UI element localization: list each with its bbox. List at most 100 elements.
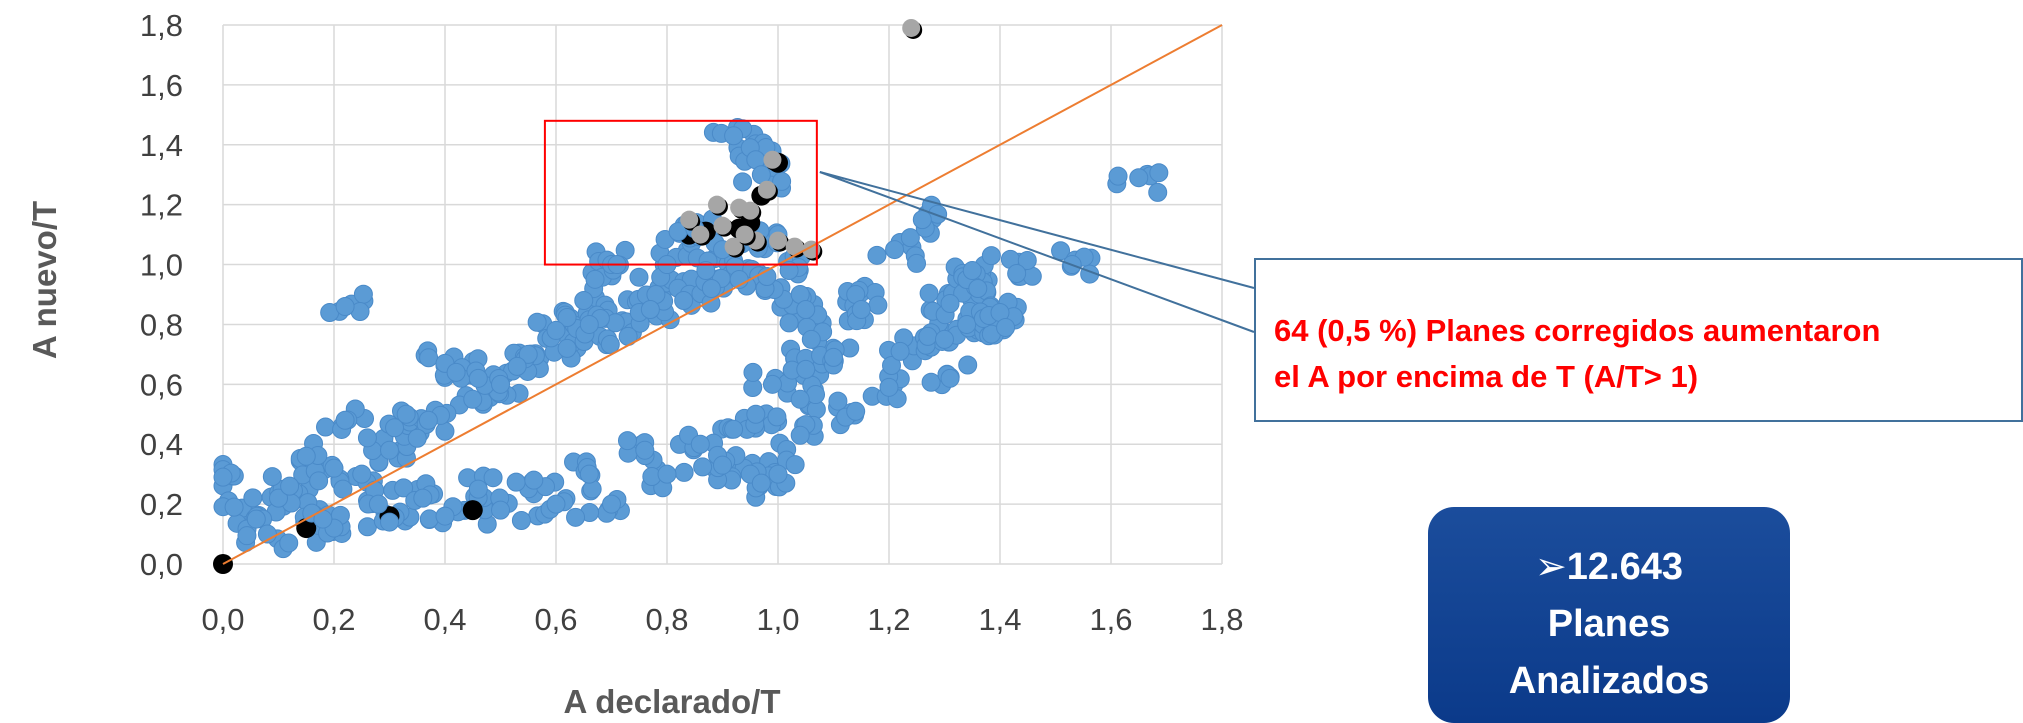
scatter-point: [796, 299, 816, 319]
scatter-point: [353, 284, 373, 304]
scatter-point: [617, 431, 637, 451]
scatter-point: [579, 464, 599, 484]
scatter-point: [790, 425, 810, 445]
y-tick-label: 0,6: [140, 367, 183, 402]
scatter-point: [779, 313, 799, 333]
scatter-point: [635, 440, 655, 460]
scatter-point: [768, 464, 788, 484]
scatter-point: [357, 428, 377, 448]
scatter-point: [935, 329, 954, 349]
scatter-point: [767, 407, 787, 427]
scatter-point: [335, 296, 355, 316]
y-tick-label: 1,4: [140, 128, 183, 163]
reference-line: [222, 24, 1223, 565]
scatter-point: [243, 488, 263, 508]
scatter-point: [640, 299, 660, 319]
scatter-point-corrected: [735, 225, 754, 244]
scatter-point: [1017, 250, 1037, 270]
scatter-point: [407, 428, 427, 448]
scatter-point-corrected: [691, 225, 710, 244]
x-tick-label: 0,4: [423, 602, 466, 637]
scatter-point: [357, 517, 377, 537]
scatter-point: [324, 458, 344, 478]
highlight-region: [543, 119, 818, 266]
y-tick-label: 0,2: [140, 487, 183, 522]
scatter-point-corrected: [707, 195, 726, 214]
scatter-point: [269, 488, 288, 508]
axis-ticks: 0,0 0,0 0,2 0,2 0,4 0,4 0,6 0,6 0,8 0,8 1,0 1,0 1,2 1…: [140, 8, 1244, 637]
scatter-point-corrected: [757, 180, 776, 199]
scatter-point: [981, 246, 1001, 266]
scatter-point: [566, 507, 586, 527]
plans-count: ➢12.643: [1534, 546, 1684, 588]
y-tick-label: 1,8: [140, 8, 183, 43]
callout-leader-line: [819, 171, 1255, 333]
scatter-point: [801, 329, 821, 349]
scatter-point: [690, 434, 710, 454]
scatter-point: [1149, 163, 1169, 183]
x-tick-label: 1,6: [1089, 602, 1132, 637]
x-tick-label: 1,2: [867, 602, 910, 637]
scatter-point-corrected: [680, 210, 699, 229]
scatter-point: [546, 320, 566, 340]
scatter-point: [316, 417, 336, 437]
scatter-point: [962, 261, 982, 281]
scatter-point: [446, 362, 466, 382]
scatter-point: [724, 419, 744, 439]
scatter-point: [796, 359, 816, 379]
scatter-point-outline: [462, 500, 483, 521]
scatter-point: [693, 457, 713, 477]
y-tick-label: 1,6: [140, 68, 183, 103]
y-tick-label: 0,4: [140, 427, 183, 462]
scatter-point: [380, 512, 399, 532]
scatter-point-outline: [296, 518, 317, 539]
scatter-point: [882, 356, 902, 376]
scatter-point: [724, 126, 744, 146]
scatter-point: [585, 269, 605, 289]
scatter-point: [352, 464, 372, 484]
scatter-point: [368, 494, 388, 514]
scatter-point: [1148, 182, 1168, 202]
scatter-point: [507, 356, 527, 376]
scatter-point: [867, 245, 887, 265]
scatter-point: [958, 355, 978, 375]
annotation-line-2: el A por encima de T (A/T> 1): [1274, 359, 1699, 394]
scatter-point: [435, 506, 455, 526]
scatter-point-corrected: [769, 231, 787, 250]
scatter-point: [940, 293, 960, 313]
y-tick-label: 1,2: [140, 188, 183, 223]
scatter-point: [1108, 166, 1128, 186]
data-points: [213, 18, 1169, 574]
scatter-point: [333, 479, 353, 499]
scatter-point: [419, 509, 439, 529]
y-tick-label: 0,8: [140, 307, 183, 342]
plans-label: Planes: [1547, 603, 1671, 645]
y-tick-label: 1,0: [140, 248, 183, 283]
scatter-point: [762, 374, 782, 394]
scatter-point: [279, 533, 299, 553]
scatter-point: [918, 326, 938, 346]
scatter-point: [394, 478, 414, 498]
scatter-point: [579, 314, 599, 334]
scatter-point: [733, 172, 753, 192]
y-tick-label: 0,0: [140, 547, 183, 582]
scatter-point: [524, 470, 544, 490]
plans-sublabel: Analizados: [1508, 660, 1710, 702]
scatter-point: [674, 462, 694, 482]
scatter-point: [418, 410, 438, 430]
scatter-point: [846, 401, 866, 421]
scatter-point: [435, 421, 455, 441]
scatter-point: [335, 410, 355, 430]
scatter-point: [574, 290, 594, 310]
scatter-point: [468, 479, 488, 499]
scatter-point: [1007, 264, 1027, 284]
scatter-point: [262, 467, 282, 487]
scatter-point: [751, 473, 771, 493]
scatter-point: [879, 377, 899, 397]
x-tick-label: 1,4: [978, 602, 1021, 637]
scatter-point: [900, 228, 920, 248]
scatter-point: [546, 494, 566, 514]
x-tick-label: 0,6: [534, 602, 577, 637]
scatter-point: [851, 299, 871, 319]
